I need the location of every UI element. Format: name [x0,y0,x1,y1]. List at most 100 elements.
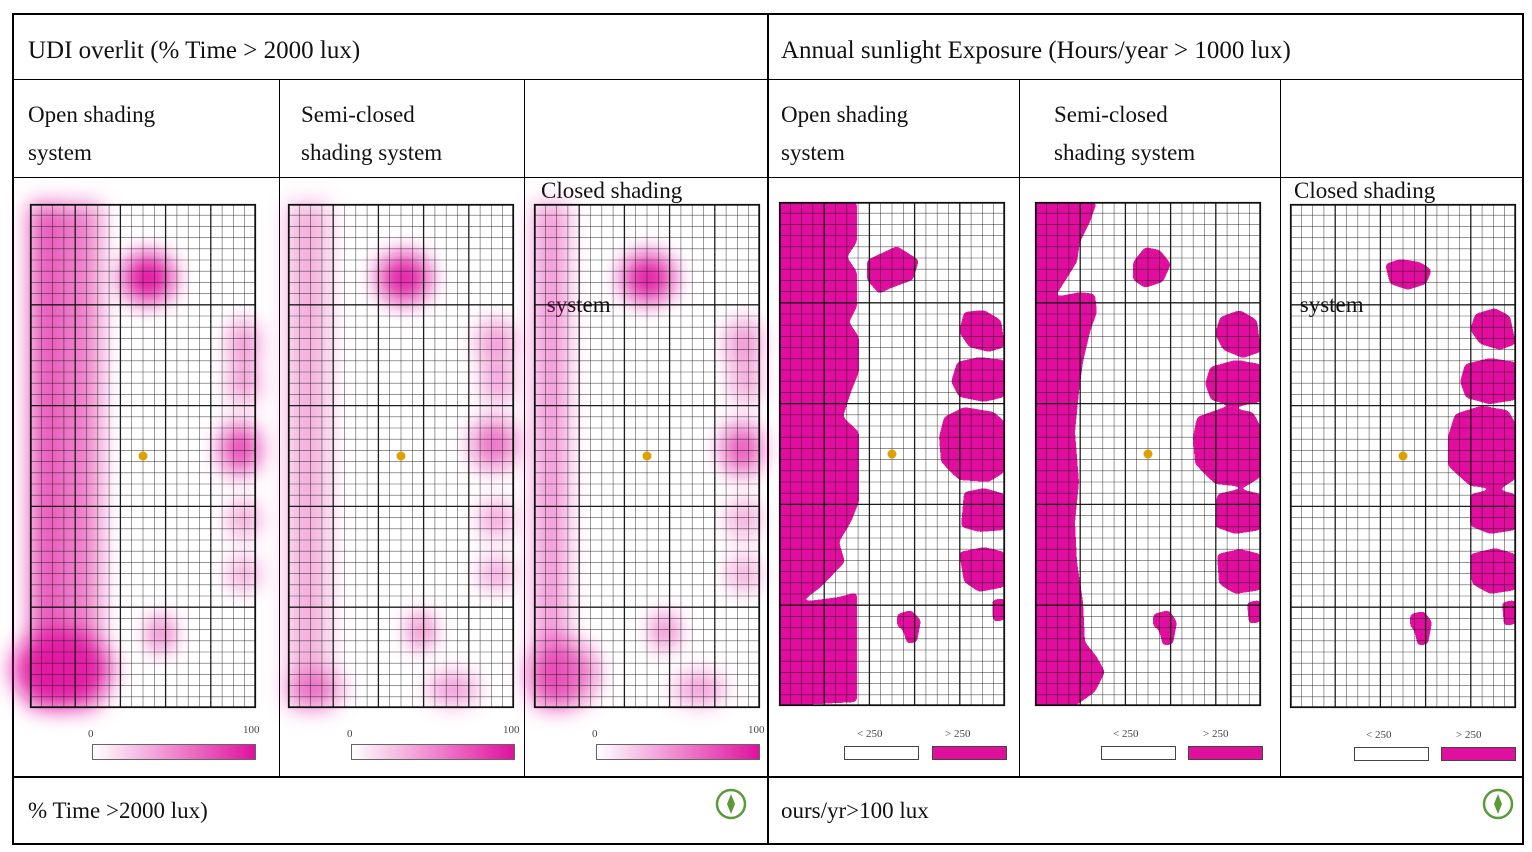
exposure-layer [1385,259,1516,646]
sensor-point [887,449,897,459]
ase-legend-high-swatch-2 [1188,746,1263,760]
heat-east-4 [730,501,758,537]
udi-scale-min-2: 0 [347,728,353,740]
floorplan-border [533,203,761,709]
heat-spot-corner [527,640,597,708]
floorplan-grid [29,203,257,709]
udi-scale-bar-2 [351,744,515,760]
sensor-point [138,451,148,461]
heat-east-4 [230,501,258,537]
col-header-line1: Open shading [28,102,156,127]
col-header-line2: system [28,140,92,165]
exposure-east-5 [1470,548,1516,594]
udi-open-floorplan [12,203,260,709]
heat-layer [12,204,260,709]
heat-east-2 [732,366,760,402]
floorplan-grid [778,201,1006,707]
exposure-east-2 [1205,360,1261,407]
heat-spot-bottom-mid [674,673,724,705]
col-divider-2 [524,79,525,777]
north-arrow-icon [715,788,747,820]
heat-spot-top [622,253,674,303]
heat-east-1 [728,320,760,368]
udi-scale-min-1: 0 [88,728,94,740]
ase-footer-caption: ours/yr>100 lux [781,798,929,823]
exposure-east-1 [959,310,1005,352]
col-divider-1 [279,79,280,777]
heat-east-5 [730,558,758,590]
exposure-west-zone [1035,202,1105,706]
col-header-line1: Closed shading [541,178,683,203]
exposure-east-2 [951,357,1005,402]
floorplan-border [29,203,257,709]
heat-spot-bottom [411,613,431,649]
udi-scale-bar-1 [92,744,256,760]
col-header-line1: Open shading [781,102,909,127]
heat-east-3 [472,418,516,470]
exposure-east-6 [1502,600,1516,626]
heat-east-3 [220,423,260,475]
udi-footer-caption: % Time >2000 lux) [28,798,208,823]
floorplan-border [1034,201,1262,707]
ase-open-floorplan [778,201,1006,707]
col-divider-4 [1019,79,1020,777]
heat-east-4 [480,501,512,537]
ase-header: Annual sunlight Exposure (Hours/year > 1… [781,37,1291,64]
udi-scale-max-3: 100 [748,724,765,736]
udi-scale-min-3: 0 [592,728,598,740]
ase-legend-low-label-1: < 250 [857,728,883,740]
udi-scale-bar-3 [596,744,760,760]
heat-spot-bottom-mid [428,673,478,705]
heat-west-strip-inner [30,204,60,708]
exposure-east-2 [1460,358,1516,404]
col-divider-5 [1280,79,1281,777]
ase-legend-low-label-3: < 250 [1366,729,1392,741]
sensor-point [642,451,652,461]
heat-layer [288,204,516,708]
ase-semi-floorplan [1034,201,1262,707]
col-header-line1: Semi-closed [1054,102,1168,127]
heat-east-1 [230,320,258,368]
ase-legend-low-label-2: < 250 [1113,728,1139,740]
heat-spot-corner [12,629,112,709]
udi-semi-floorplan [287,203,516,709]
floorplan-grid [1289,203,1517,709]
exposure-patch-top [1133,247,1171,288]
heat-spot-corner [288,671,344,707]
heat-east-3 [722,423,762,475]
floorplan-grid [287,203,515,709]
ase-legend-low-swatch-2 [1101,746,1176,760]
exposure-east-1 [1215,310,1261,358]
col-header-line2: shading system [301,140,443,165]
exposure-patch-top [867,246,919,294]
sensor-point [1143,449,1153,459]
col-header-ase-open: Open shading system [781,96,908,172]
floorplan-border [778,201,1006,707]
heat-east-5 [230,558,258,590]
udi-scale-max-2: 100 [503,724,520,736]
sensor-point [1398,451,1408,461]
udi-header: UDI overlit (% Time > 2000 lux) [28,37,361,64]
col-header-line1: Closed shading [1294,178,1436,203]
col-header-line1: Semi-closed [301,102,415,127]
sensor-point [396,451,406,461]
heat-spot-top [378,253,430,303]
heat-east-1 [478,320,514,368]
heat-west-strip [534,204,568,708]
col-header-line2: system [781,140,845,165]
ase-legend-high-swatch-3 [1441,747,1516,761]
col-header-ase-semi: Semi-closed shading system [1054,96,1195,172]
north-arrow-icon [1482,788,1514,820]
ase-legend-low-swatch-1 [844,746,919,760]
exposure-east-4 [1470,489,1516,534]
exposure-patch-top [1385,259,1432,290]
ase-legend-high-swatch-1 [932,746,1007,760]
heat-east-2 [482,366,514,402]
floorplan-grid [533,203,761,709]
udi-closed-floorplan [527,203,762,709]
exposure-east-1 [1470,308,1516,350]
exposure-east-4 [961,488,1005,532]
ase-closed-floorplan [1289,203,1517,709]
exposure-west-zone [779,202,859,706]
exposure-patch-bottom [1153,610,1177,646]
